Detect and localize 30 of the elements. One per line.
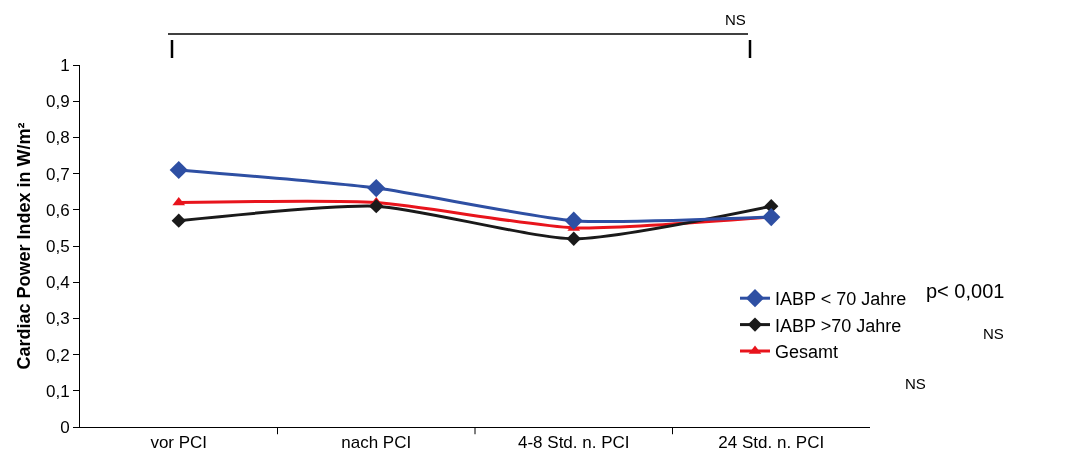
point xyxy=(171,213,186,228)
y-tick-label: 0,4 xyxy=(45,273,70,293)
x-tick-label: 4-8 Std. n. PCI xyxy=(518,433,630,453)
point xyxy=(169,160,188,180)
legend-label: Gesamt xyxy=(775,342,839,363)
y-tick-label: 0 xyxy=(60,417,70,437)
y-tick-label: 0,6 xyxy=(45,200,70,220)
y-tick-label: 0,1 xyxy=(45,381,70,401)
y-tick-label: 0,5 xyxy=(45,236,70,256)
y-tick-label: 0,3 xyxy=(45,309,70,329)
text: NS xyxy=(905,375,926,392)
y-axis-title: Cardiac Power Index in W/m² xyxy=(14,122,35,370)
legend-label: IABP < 70 Jahre xyxy=(775,289,907,310)
x-tick-label: vor PCI xyxy=(150,433,208,453)
point xyxy=(762,207,781,227)
text: NS xyxy=(983,325,1004,342)
point xyxy=(367,178,386,198)
x-tick-label: 24 Std. n. PCI xyxy=(718,433,825,453)
point xyxy=(564,211,583,230)
y-tick-label: 0,2 xyxy=(45,345,70,365)
point xyxy=(369,199,384,214)
x-tick-label: nach PCI xyxy=(341,433,412,453)
y-tick-label: 0,9 xyxy=(45,92,70,112)
legend-label: IABP >70 Jahre xyxy=(775,315,902,336)
point xyxy=(566,231,581,246)
y-tick-label: 1 xyxy=(60,55,70,75)
text: p< 0,001 xyxy=(926,280,1005,302)
y-tick-label: 0,7 xyxy=(45,164,70,184)
text: NS xyxy=(725,11,746,28)
y-tick-label: 0,8 xyxy=(45,128,70,148)
